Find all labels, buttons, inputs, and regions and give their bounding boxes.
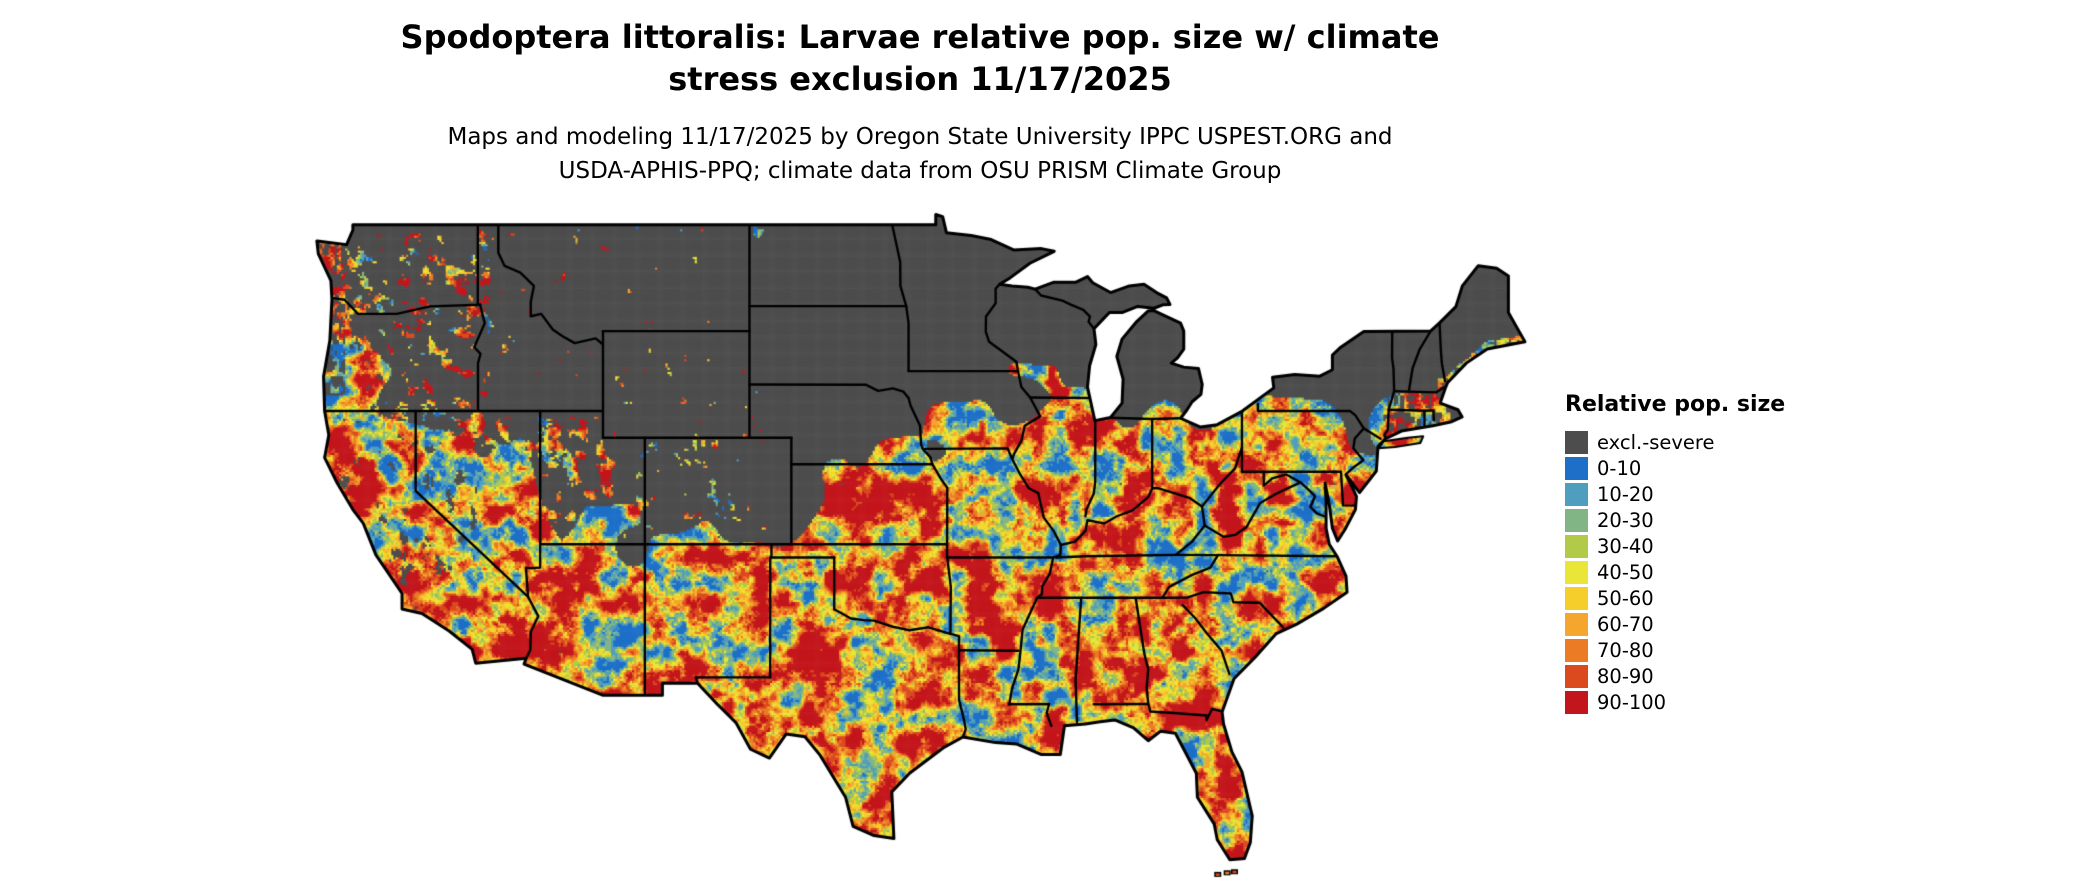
legend-item: 70-80 [1565,637,1785,663]
legend-swatch [1565,430,1588,454]
legend-swatch [1565,508,1588,532]
legend-item: 90-100 [1565,689,1785,715]
legend-title: Relative pop. size [1565,392,1786,417]
legend-item-label: 60-70 [1597,612,1654,636]
legend-item: 20-30 [1565,507,1785,533]
map-subtitle-line2: USDA-APHIS-PPQ; climate data from OSU PR… [558,158,1282,184]
legend-item-label: 50-60 [1597,586,1654,610]
legend-item: 50-60 [1565,585,1785,611]
map-title-line1: Spodoptera littoralis: Larvae relative p… [400,18,1440,56]
legend-item: 60-70 [1565,611,1785,637]
legend-items: excl.-severe 0-10 10-20 20-30 30-40 40-50 50-6… [1565,429,1785,715]
legend-swatch [1565,482,1588,506]
legend-swatch [1565,586,1588,610]
legend-item: 40-50 [1565,559,1785,585]
legend-item-label: 20-30 [1597,508,1654,532]
legend-item-label: 70-80 [1597,638,1654,662]
map-title: Spodoptera littoralis: Larvae relative p… [0,16,1840,100]
map-subtitle-line1: Maps and modeling 11/17/2025 by Oregon S… [447,124,1393,150]
legend-item-label: 80-90 [1597,664,1654,688]
legend-item: 30-40 [1565,533,1785,559]
legend-item: excl.-severe [1565,429,1785,455]
map-subtitle: Maps and modeling 11/17/2025 by Oregon S… [0,120,1840,188]
legend-item: 80-90 [1565,663,1785,689]
legend-item: 10-20 [1565,481,1785,507]
legend-swatch [1565,612,1588,636]
map-title-line2: stress exclusion 11/17/2025 [668,60,1172,98]
legend-item-label: 0-10 [1597,456,1642,480]
legend-swatch [1565,456,1588,480]
legend-item-label: 40-50 [1597,560,1654,584]
legend-item-label: 90-100 [1597,690,1667,714]
legend-swatch [1565,664,1588,688]
legend: Relative pop. size excl.-severe 0-10 10-20… [1565,392,1785,715]
legend-item-label: excl.-severe [1597,430,1715,454]
legend-item-label: 10-20 [1597,482,1654,506]
legend-swatch [1565,534,1588,558]
legend-swatch [1565,560,1588,584]
legend-swatch [1565,638,1588,662]
legend-item-label: 30-40 [1597,534,1654,558]
legend-item: 0-10 [1565,455,1785,481]
legend-swatch [1565,690,1588,714]
